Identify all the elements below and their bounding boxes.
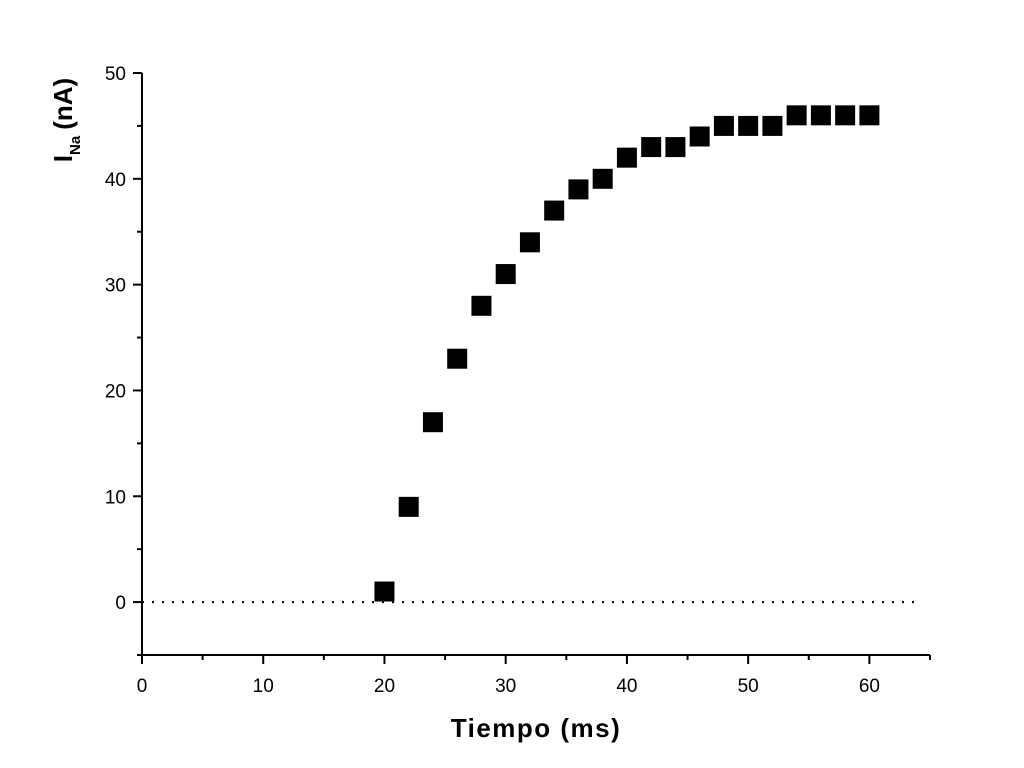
- x-tick-label: 0: [137, 676, 148, 697]
- y-tick-label: 30: [105, 276, 126, 297]
- data-point: [471, 295, 492, 316]
- y-tick-label: 10: [105, 487, 126, 508]
- data-point: [616, 147, 637, 168]
- data-point: [592, 168, 613, 189]
- data-point: [835, 105, 856, 126]
- data-point: [665, 137, 686, 158]
- x-axis-title: Tiempo (ms): [451, 713, 622, 743]
- data-point: [641, 137, 662, 158]
- data-point: [422, 412, 443, 433]
- data-point: [810, 105, 831, 126]
- data-point: [568, 179, 589, 200]
- y-axis-title-subscript: Na: [67, 135, 84, 155]
- y-axis-title-main: I: [48, 155, 78, 162]
- x-tick-label: 40: [616, 676, 637, 697]
- x-tick-label: 10: [253, 676, 274, 697]
- data-points: [374, 105, 880, 602]
- data-point: [398, 496, 419, 517]
- svg-text:INa(nA): INa (nA): [48, 78, 84, 162]
- y-tick-label: 40: [105, 170, 126, 191]
- data-point: [544, 200, 565, 221]
- y-tick-label: 20: [105, 381, 126, 402]
- y-tick-label: 50: [105, 64, 126, 85]
- ticks: [133, 72, 931, 664]
- x-tick-label: 50: [738, 676, 759, 697]
- data-point: [859, 105, 880, 126]
- data-point: [713, 115, 734, 136]
- y-axis-title: INa (nA): [48, 78, 84, 162]
- data-point: [762, 115, 783, 136]
- data-point: [689, 126, 710, 147]
- x-tick-label: 30: [495, 676, 516, 697]
- x-tick-label: 20: [374, 676, 395, 697]
- y-tick-label: 0: [115, 593, 126, 614]
- data-point: [495, 264, 516, 285]
- data-point: [519, 232, 540, 253]
- axes: [141, 73, 930, 656]
- data-point: [738, 115, 759, 136]
- x-tick-label: 60: [859, 676, 880, 697]
- y-axis-title-unit: (nA): [48, 78, 78, 130]
- tick-labels: 0 10 20 30 40 50 60 0 10 20 30 40 50: [105, 64, 880, 697]
- data-point: [374, 581, 395, 602]
- data-point: [786, 105, 807, 126]
- data-point: [447, 348, 468, 369]
